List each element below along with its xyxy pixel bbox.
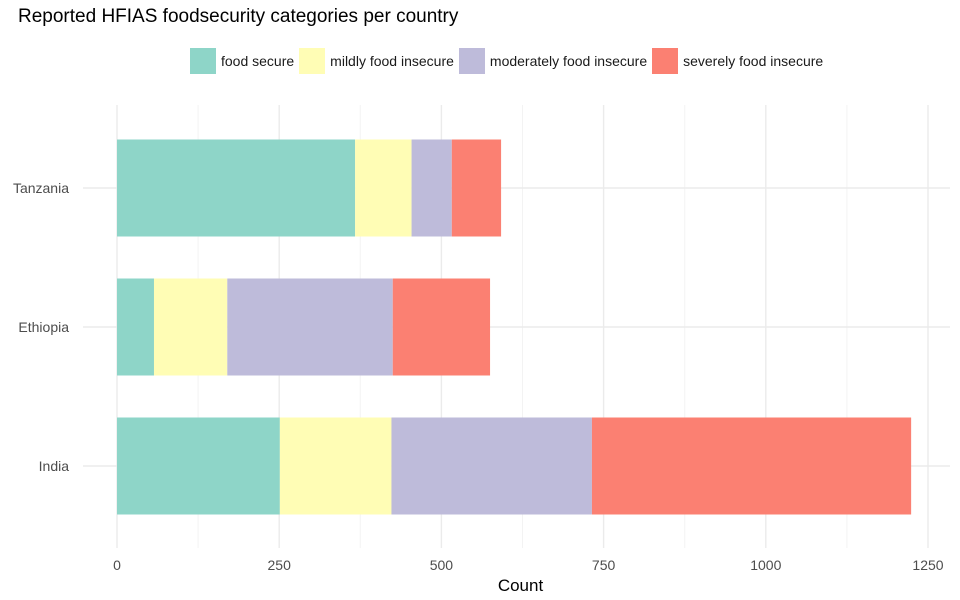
bar-india-severely-food-insecure xyxy=(591,417,912,515)
legend-label-food-secure: food secure xyxy=(221,53,295,69)
bar-ethiopia-food-secure xyxy=(117,278,154,376)
bar-ethiopia-moderately-food-insecure xyxy=(227,278,393,376)
legend-item-moderately-food-insecure: moderately food insecure xyxy=(458,48,648,74)
legend-swatch-food-secure xyxy=(190,48,216,74)
bar-india-moderately-food-insecure xyxy=(391,417,592,515)
x-tick-label: 0 xyxy=(113,557,121,573)
legend-swatch-severely-food-insecure xyxy=(652,48,679,74)
legend-item-severely-food-insecure: severely food insecure xyxy=(652,48,823,74)
y-tick-label: Tanzania xyxy=(13,180,69,196)
x-tick-label: 500 xyxy=(430,557,454,573)
bar-india-mildly-food-insecure xyxy=(279,417,392,515)
bar-tanzania-severely-food-insecure xyxy=(451,139,502,237)
legend-item-food-secure: food secure xyxy=(190,48,294,74)
bar-ethiopia-severely-food-insecure xyxy=(392,278,491,376)
x-tick-label: 750 xyxy=(592,557,616,573)
legend-swatch-moderately-food-insecure xyxy=(458,48,485,74)
legend-swatch-mildly-food-insecure xyxy=(299,48,326,74)
bar-ethiopia-mildly-food-insecure xyxy=(153,278,228,376)
bar-india-food-secure xyxy=(117,417,280,515)
bar-tanzania-moderately-food-insecure xyxy=(411,139,452,237)
legend: food secure mildly food insecure moderat… xyxy=(190,48,828,74)
bar-tanzania-mildly-food-insecure xyxy=(355,139,412,237)
y-tick-label: Ethiopia xyxy=(18,319,69,335)
y-tick-label: India xyxy=(39,458,70,474)
legend-label-severely-food-insecure: severely food insecure xyxy=(683,53,824,69)
legend-label-mildly-food-insecure: mildly food insecure xyxy=(330,53,454,69)
chart-title: Reported HFIAS foodsecurity categories p… xyxy=(18,6,459,27)
bar-tanzania-food-secure xyxy=(117,139,356,237)
x-tick-label: 250 xyxy=(268,557,292,573)
x-tick-label: 1000 xyxy=(750,557,781,573)
legend-label-moderately-food-insecure: moderately food insecure xyxy=(489,53,648,69)
legend-item-mildly-food-insecure: mildly food insecure xyxy=(299,48,454,74)
x-tick-label: 1250 xyxy=(912,557,943,573)
x-axis-title: Count xyxy=(498,576,544,595)
